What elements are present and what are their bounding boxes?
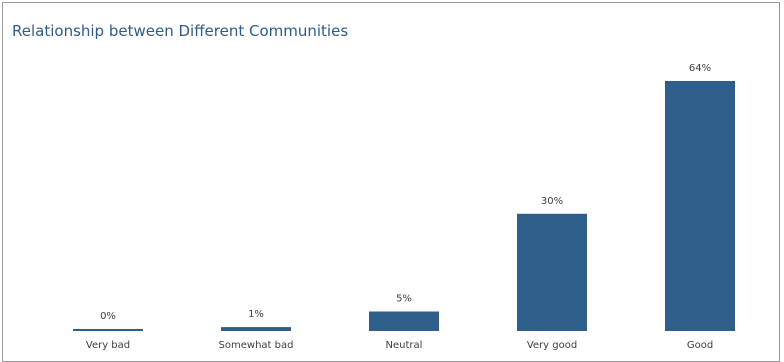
- value-label: 0%: [100, 311, 116, 322]
- category-label: Good: [687, 340, 713, 351]
- category-label: Somewhat bad: [219, 340, 294, 351]
- value-label: 5%: [396, 294, 412, 305]
- bar-good: [665, 81, 735, 331]
- category-labels-group: Very bad Somewhat bad Neutral Very good Good: [86, 340, 713, 351]
- value-label: 64%: [689, 63, 711, 74]
- bars-group: [73, 81, 735, 331]
- bar-very-bad: [73, 329, 143, 331]
- bar-somewhat-bad: [221, 327, 291, 331]
- bar-very-good: [517, 213, 587, 331]
- bar-chart-plot: 0% 1% 5% 30% 64% Very bad Somewhat bad Neutral…: [73, 63, 735, 351]
- bar-neutral: [369, 311, 439, 331]
- chart-title: Relationship between Different Communiti…: [12, 22, 349, 40]
- value-label: 1%: [248, 309, 264, 320]
- category-label: Very bad: [86, 340, 130, 351]
- category-label: Neutral: [386, 340, 423, 351]
- value-label: 30%: [541, 196, 563, 207]
- category-label: Very good: [527, 340, 577, 351]
- value-labels-group: 0% 1% 5% 30% 64%: [100, 63, 711, 322]
